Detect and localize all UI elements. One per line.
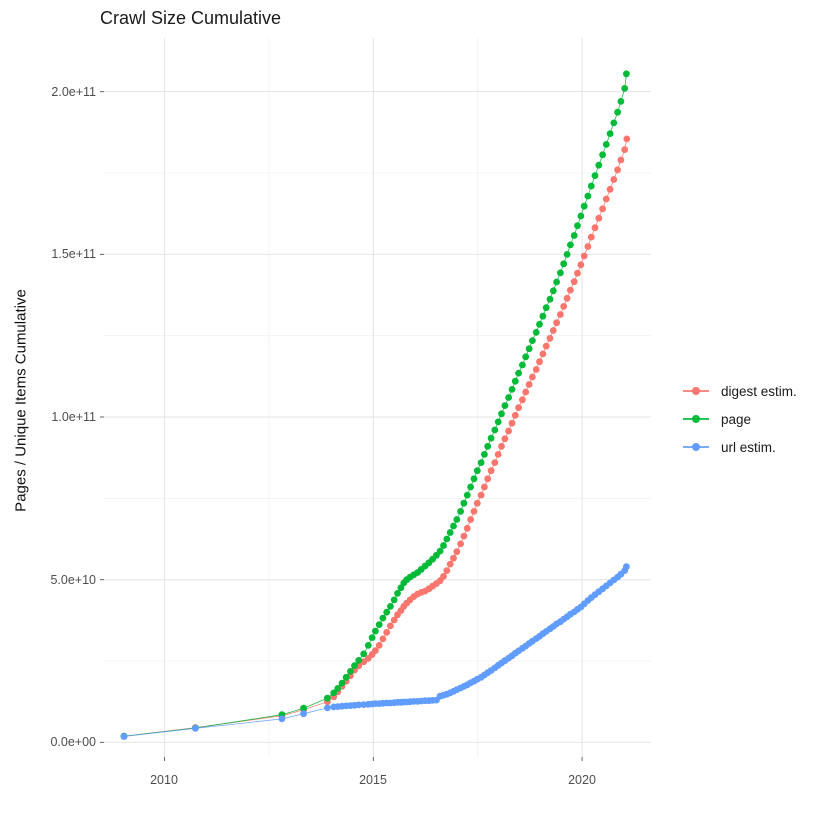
x-tick-label: 2020	[568, 773, 596, 787]
legend: digest estim. page url estim.	[683, 381, 797, 465]
legend-key-url-icon	[683, 440, 709, 454]
y-tick-label: 2.0e+11	[51, 85, 96, 99]
legend-key-page-icon	[683, 412, 709, 426]
legend-key-digest-icon	[683, 384, 709, 398]
y-tick-label: 1.5e+11	[51, 247, 96, 261]
y-tick-label: 0.0e+00	[50, 735, 96, 749]
chart-title: Crawl Size Cumulative	[100, 8, 282, 28]
legend-label: digest estim.	[721, 383, 797, 399]
legend-item-url-estim: url estim.	[683, 437, 797, 457]
legend-label: page	[721, 411, 752, 427]
legend-item-page: page	[683, 409, 797, 429]
x-tick-label: 2015	[359, 773, 387, 787]
legend-label: url estim.	[721, 439, 776, 455]
y-tick-label: 1.0e+11	[51, 410, 96, 424]
x-tick-label: 2010	[150, 773, 178, 787]
legend-item-digest-estim: digest estim.	[683, 381, 797, 401]
y-tick-label: 5.0e+10	[50, 573, 96, 587]
